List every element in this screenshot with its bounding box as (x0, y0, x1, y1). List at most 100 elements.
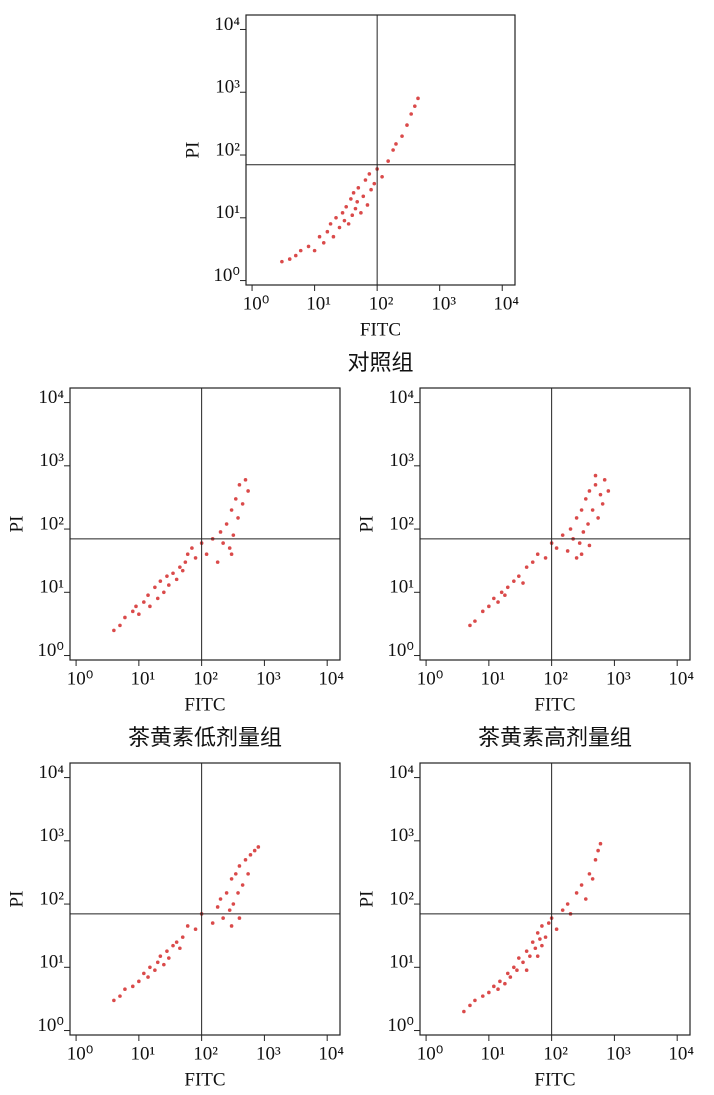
event-dot (380, 174, 384, 179)
event-dot (224, 891, 229, 895)
y-axis-label: PI (6, 516, 27, 533)
event-dot (293, 253, 298, 258)
event-dot (248, 853, 253, 857)
event-dot (505, 585, 510, 590)
x-tick-label: 10² (369, 293, 394, 314)
x-tick-label: 10³ (256, 668, 281, 689)
event-dot (524, 949, 529, 953)
event-dot (236, 891, 240, 895)
x-axis-label: FITC (534, 1069, 575, 1090)
event-dot (146, 975, 150, 979)
event-dot (142, 971, 146, 976)
event-dot (218, 897, 223, 901)
event-dot (112, 628, 116, 633)
event-dot (227, 908, 232, 912)
event-dot (598, 841, 603, 846)
x-tick-label: 10⁰ (67, 1043, 94, 1064)
event-dot (229, 877, 234, 881)
event-dot (568, 527, 573, 531)
event-dot (112, 998, 116, 1003)
event-dot (167, 583, 171, 587)
event-dot (236, 516, 240, 520)
event-dot (153, 585, 157, 590)
event-dot (508, 975, 513, 979)
y-tick-label: 10¹ (39, 952, 64, 973)
event-dot (400, 134, 404, 138)
event-dot (155, 596, 160, 601)
event-dot (560, 533, 565, 537)
plot-frame (69, 762, 341, 1036)
event-dot (185, 924, 190, 928)
event-dot (521, 581, 525, 585)
plot-frame (69, 387, 341, 661)
event-dot (137, 612, 141, 617)
y-tick-label: 10¹ (389, 577, 414, 598)
x-tick-label: 10¹ (131, 1043, 156, 1064)
event-dot (480, 609, 485, 614)
event-dot (229, 508, 234, 512)
event-dot (606, 489, 611, 493)
y-tick-label: 10⁰ (387, 640, 414, 661)
event-dot (554, 546, 559, 550)
event-dot (153, 968, 157, 972)
event-dot (365, 203, 370, 207)
x-tick-label: 10¹ (306, 293, 331, 314)
event-dot (355, 199, 360, 204)
x-tick-label: 10¹ (481, 1043, 506, 1064)
event-dot (574, 516, 579, 520)
event-dot (256, 845, 261, 849)
x-tick-label: 10⁰ (67, 668, 94, 689)
x-tick-label: 10² (193, 668, 218, 689)
event-dot (524, 565, 529, 569)
event-dot (535, 931, 540, 935)
y-tick-label: 10⁰ (37, 640, 64, 661)
event-dot (123, 987, 127, 992)
event-dot (351, 191, 356, 195)
event-dot (346, 222, 351, 226)
event-dot (193, 927, 198, 932)
event-dot (565, 902, 570, 906)
event-dot (328, 222, 333, 226)
event-dot (218, 530, 223, 534)
event-dot (321, 240, 326, 245)
event-dot (171, 943, 175, 948)
event-dot (565, 549, 570, 553)
event-dot (583, 497, 588, 501)
event-dot (178, 946, 182, 951)
event-dot (363, 178, 368, 182)
x-tick-label: 10⁰ (243, 293, 270, 314)
event-dot (593, 483, 598, 487)
event-dot (210, 921, 215, 925)
event-dot (498, 979, 502, 984)
event-dot (560, 908, 565, 912)
event-dot (148, 965, 152, 970)
event-dot (386, 159, 390, 163)
event-dot (240, 883, 245, 887)
y-tick-label: 10⁴ (38, 762, 64, 783)
event-dot (538, 937, 542, 941)
y-tick-label: 10⁴ (388, 387, 414, 408)
event-dot (243, 858, 248, 862)
event-dot (165, 574, 169, 578)
event-dot (171, 571, 175, 576)
x-tick-label: 10³ (256, 1043, 281, 1064)
event-dot (579, 508, 584, 512)
y-axis-label: PI (356, 516, 377, 533)
event-dot (134, 604, 138, 609)
event-dot (546, 921, 551, 925)
x-tick-label: 10³ (606, 668, 631, 689)
event-dot (598, 492, 603, 497)
y-tick-label: 10² (389, 888, 414, 909)
event-dot (596, 516, 600, 520)
event-dot (372, 181, 377, 186)
event-dot (331, 234, 336, 239)
event-dot (298, 248, 303, 253)
event-dot (394, 142, 398, 146)
event-dot (178, 565, 182, 569)
event-dot (535, 552, 540, 557)
event-dot (409, 112, 413, 116)
x-tick-label: 10⁴ (318, 1043, 344, 1064)
event-dot (543, 556, 548, 560)
event-dot (204, 552, 209, 557)
event-dot (356, 186, 361, 190)
